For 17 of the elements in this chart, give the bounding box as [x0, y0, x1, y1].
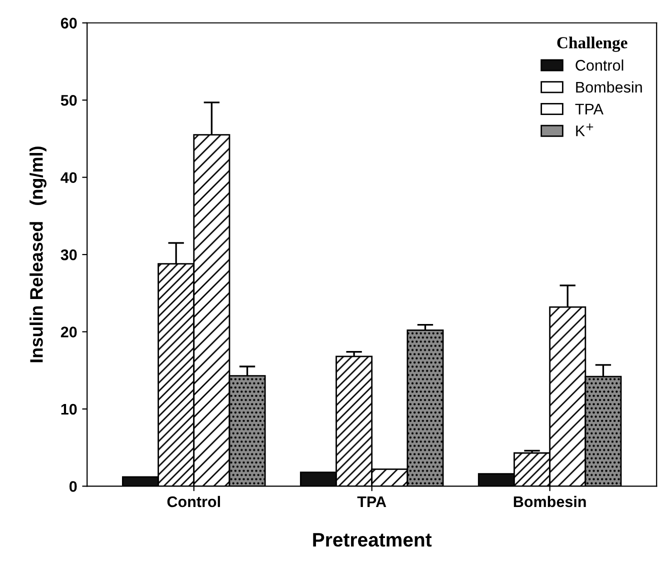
- x-tick-label: Control: [167, 496, 220, 508]
- y-tick-label: 40: [60, 172, 77, 184]
- legend-label: TPA: [575, 104, 604, 114]
- y-tick-label: 20: [60, 326, 77, 338]
- x-tick-label: TPA: [357, 496, 386, 507]
- y-tick-label: 10: [61, 404, 77, 415]
- y-axis-title: Insulin Released (ng/ml): [30, 146, 46, 362]
- y-tick-label: 60: [60, 18, 77, 29]
- x-tick-label: Bombesin: [514, 496, 586, 508]
- legend-label: Bombesin: [576, 81, 642, 93]
- y-tick-label: 50: [60, 94, 77, 106]
- legend-label: K$^{+}$: [576, 124, 594, 136]
- legend-label: Control: [576, 60, 624, 71]
- x-axis-title: Pretreatment: [313, 533, 432, 547]
- y-tick-label: 0: [69, 481, 77, 492]
- y-tick-label: 30: [60, 249, 77, 260]
- legend-title: Challenge: [557, 36, 628, 52]
